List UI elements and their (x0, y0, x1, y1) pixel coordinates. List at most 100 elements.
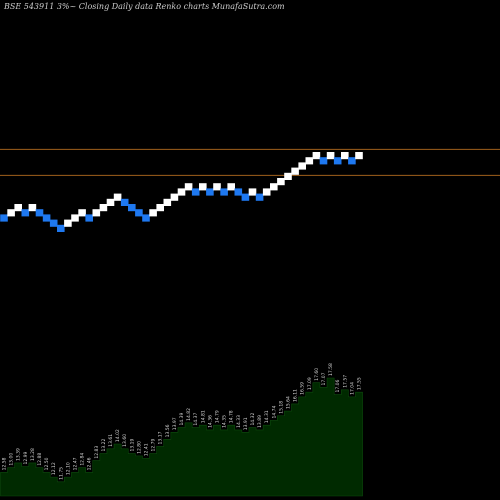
volume-area (0, 377, 363, 497)
volume-value-label: 16.11 (293, 389, 299, 402)
renko-brick-down (348, 157, 356, 165)
volume-value-label: 12.80 (136, 441, 142, 454)
volume-value-label: 14.31 (264, 410, 270, 423)
renko-brick-up (177, 188, 186, 196)
renko-brick-down (21, 209, 30, 217)
volume-value-label: 17.06 (335, 380, 341, 393)
volume-value-label: 14.74 (271, 405, 277, 418)
renko-brick-up (106, 198, 115, 206)
volume-value-label: 17.58 (328, 363, 334, 376)
volume-value-label: 14.35 (222, 415, 228, 428)
volume-value-label: 13.61 (108, 434, 114, 447)
volume-value-label: 13.39 (16, 448, 22, 461)
renko-brick-up (312, 152, 321, 160)
renko-brick-down (120, 198, 129, 206)
volume-value-label: 12.83 (94, 446, 100, 459)
volume-value-label: 14.32 (250, 413, 256, 426)
volume-value-label: 14.36 (207, 415, 213, 428)
renko-brick-up (270, 183, 278, 191)
volume-value-label: 13.91 (243, 417, 249, 430)
volume-value-label: 13.60 (122, 434, 128, 447)
volume-value-label: 12.58 (2, 457, 8, 470)
renko-brick-up (277, 178, 285, 186)
volume-value-label: 12.46 (87, 457, 93, 470)
volume-value-label: 17.07 (321, 372, 327, 385)
volume-value-label: 13.19 (129, 439, 135, 452)
renko-brick-down (85, 214, 93, 222)
renko-brick-up (28, 204, 37, 212)
renko-brick-down (191, 188, 200, 196)
volume-value-label: 12.41 (144, 443, 150, 456)
renko-brick-up (199, 183, 207, 191)
renko-brick-up (341, 152, 349, 160)
renko-brick-down (220, 188, 228, 196)
volume-value-label: 13.00 (9, 453, 15, 466)
volume-area-layer (0, 377, 363, 497)
renko-brick-up (227, 183, 235, 191)
renko-brick-up (71, 214, 79, 222)
volume-value-label: 13.56 (165, 424, 171, 437)
renko-brick-down (57, 224, 65, 232)
renko-brick-up (113, 193, 122, 201)
volume-value-label: 17.57 (342, 375, 348, 388)
chart-title: BSE 543911 3%~ Closing Daily data Renko … (4, 2, 285, 11)
renko-brick-down (0, 214, 8, 222)
renko-brick-down (255, 193, 264, 201)
volume-value-label: 15.64 (286, 396, 292, 409)
volume-value-label: 14.78 (229, 410, 235, 423)
volume-value-label: 17.09 (307, 377, 313, 390)
volume-value-label: 17.04 (349, 382, 355, 395)
renko-brick-up (92, 209, 101, 217)
volume-label-layer: 12.58 13.00 13.39 12.99 13.28 12.88 12.50 12.12… (2, 363, 363, 480)
renko-brick-up (64, 219, 72, 227)
volume-value-label: 14.02 (115, 429, 121, 442)
volume-value-label: 14.79 (215, 410, 221, 423)
volume-value-label: 14.39 (179, 413, 185, 426)
volume-value-label: 17.60 (314, 368, 320, 381)
renko-brick-up (213, 183, 221, 191)
volume-value-label: 17.55 (357, 377, 363, 390)
volume-value-label: 12.99 (23, 451, 29, 464)
renko-brick-up (7, 209, 15, 217)
renko-brick-up (298, 162, 306, 170)
volume-value-label: 12.47 (73, 457, 79, 470)
renko-brick-down (35, 209, 44, 217)
renko-brick-down (234, 188, 243, 196)
volume-value-label: 13.97 (172, 417, 178, 430)
renko-brick-up (305, 157, 314, 165)
volume-value-label: 13.28 (30, 448, 36, 461)
renko-brick-up (291, 167, 299, 175)
renko-brick-down (241, 193, 250, 201)
renko-brick-up (262, 188, 271, 196)
renko-brick-up (355, 152, 363, 160)
renko-brick-down (49, 219, 58, 227)
volume-value-label: 16.59 (300, 382, 306, 395)
renko-brick-up (78, 209, 86, 217)
renko-brick-up (163, 198, 172, 206)
renko-brick-up (284, 172, 292, 180)
volume-value-label: 14.33 (236, 415, 242, 428)
volume-value-label: 12.88 (37, 453, 43, 466)
renko-brick-up (149, 209, 157, 217)
volume-value-label: 12.12 (51, 462, 57, 475)
volume-value-label: 11.75 (58, 467, 64, 480)
renko-brick-up (326, 152, 335, 160)
renko-brick-down (206, 188, 214, 196)
volume-value-label: 14.82 (186, 408, 192, 421)
renko-brick-down (42, 214, 51, 222)
volume-value-label: 13.22 (101, 439, 107, 452)
volume-value-label: 13.89 (257, 415, 263, 428)
renko-brick-down (128, 204, 136, 212)
renko-brick-down (142, 214, 150, 222)
volume-value-label: 12.10 (65, 462, 71, 475)
volume-value-label: 15.18 (278, 401, 284, 414)
volume-value-label: 14.81 (200, 410, 206, 423)
brick-layer (0, 152, 363, 232)
renko-brick-up (184, 183, 193, 191)
renko-brick-up (248, 188, 257, 196)
renko-brick-up (14, 204, 22, 212)
renko-brick-down (333, 157, 342, 165)
volume-value-label: 12.50 (44, 457, 50, 470)
renko-brick-up (170, 193, 179, 201)
